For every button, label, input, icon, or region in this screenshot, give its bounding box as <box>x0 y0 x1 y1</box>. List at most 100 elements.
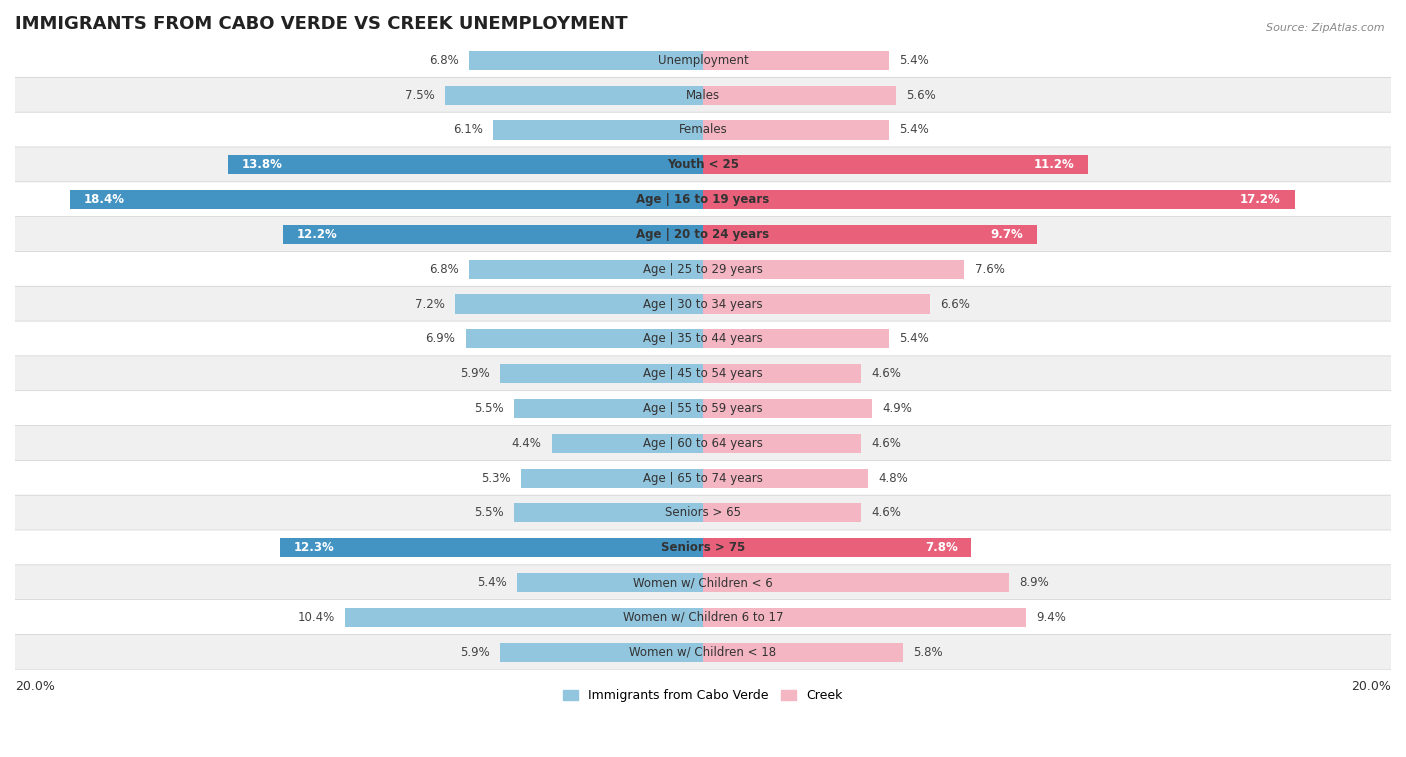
Bar <box>703 225 1036 244</box>
Bar <box>703 399 872 418</box>
FancyBboxPatch shape <box>14 495 1392 531</box>
Bar <box>456 294 703 313</box>
Text: Females: Females <box>679 123 727 136</box>
Bar <box>517 573 703 592</box>
FancyBboxPatch shape <box>14 460 1392 496</box>
Bar <box>703 190 1295 209</box>
Text: Seniors > 75: Seniors > 75 <box>661 541 745 554</box>
Bar <box>703 573 1010 592</box>
Bar <box>703 155 1088 174</box>
Text: Age | 30 to 34 years: Age | 30 to 34 years <box>643 298 763 310</box>
Text: 5.5%: 5.5% <box>474 506 503 519</box>
Text: Age | 25 to 29 years: Age | 25 to 29 years <box>643 263 763 276</box>
Bar <box>470 260 703 279</box>
Text: 5.4%: 5.4% <box>898 332 929 345</box>
Text: 7.2%: 7.2% <box>415 298 446 310</box>
Text: Age | 16 to 19 years: Age | 16 to 19 years <box>637 193 769 206</box>
Text: 6.1%: 6.1% <box>453 123 482 136</box>
FancyBboxPatch shape <box>14 147 1392 182</box>
Text: Seniors > 65: Seniors > 65 <box>665 506 741 519</box>
Text: 4.6%: 4.6% <box>872 367 901 380</box>
Text: Age | 20 to 24 years: Age | 20 to 24 years <box>637 228 769 241</box>
Text: 20.0%: 20.0% <box>1351 680 1391 693</box>
Text: 7.8%: 7.8% <box>925 541 957 554</box>
Text: 7.5%: 7.5% <box>405 89 434 101</box>
FancyBboxPatch shape <box>14 356 1392 391</box>
Text: 5.4%: 5.4% <box>898 123 929 136</box>
Bar <box>703 434 862 453</box>
FancyBboxPatch shape <box>14 77 1392 113</box>
Text: 6.9%: 6.9% <box>426 332 456 345</box>
Text: 9.4%: 9.4% <box>1036 611 1067 624</box>
Bar <box>703 538 972 557</box>
Bar <box>346 608 703 627</box>
Bar <box>551 434 703 453</box>
FancyBboxPatch shape <box>14 182 1392 217</box>
Text: Age | 55 to 59 years: Age | 55 to 59 years <box>643 402 763 415</box>
FancyBboxPatch shape <box>14 112 1392 148</box>
Text: 18.4%: 18.4% <box>84 193 125 206</box>
Text: 6.8%: 6.8% <box>429 54 458 67</box>
FancyBboxPatch shape <box>14 286 1392 322</box>
Bar <box>465 329 703 348</box>
Text: Age | 35 to 44 years: Age | 35 to 44 years <box>643 332 763 345</box>
Text: 5.3%: 5.3% <box>481 472 510 484</box>
FancyBboxPatch shape <box>14 530 1392 565</box>
Bar <box>703 260 965 279</box>
Text: 12.3%: 12.3% <box>294 541 335 554</box>
Bar <box>703 469 868 488</box>
Text: Males: Males <box>686 89 720 101</box>
Text: 7.6%: 7.6% <box>974 263 1005 276</box>
Text: 4.8%: 4.8% <box>879 472 908 484</box>
FancyBboxPatch shape <box>14 391 1392 426</box>
Text: 10.4%: 10.4% <box>298 611 335 624</box>
FancyBboxPatch shape <box>14 217 1392 252</box>
Text: Women w/ Children < 6: Women w/ Children < 6 <box>633 576 773 589</box>
Bar <box>280 538 703 557</box>
Bar <box>703 364 862 383</box>
Text: 12.2%: 12.2% <box>297 228 337 241</box>
FancyBboxPatch shape <box>14 425 1392 461</box>
Text: 5.5%: 5.5% <box>474 402 503 415</box>
Bar <box>703 51 889 70</box>
Bar <box>501 364 703 383</box>
Text: 13.8%: 13.8% <box>242 158 283 171</box>
FancyBboxPatch shape <box>14 634 1392 670</box>
Bar <box>703 503 862 522</box>
Legend: Immigrants from Cabo Verde, Creek: Immigrants from Cabo Verde, Creek <box>558 684 848 707</box>
Text: Women w/ Children 6 to 17: Women w/ Children 6 to 17 <box>623 611 783 624</box>
FancyBboxPatch shape <box>14 565 1392 600</box>
Text: 4.4%: 4.4% <box>512 437 541 450</box>
Text: 6.8%: 6.8% <box>429 263 458 276</box>
Text: 4.9%: 4.9% <box>882 402 911 415</box>
Text: 5.4%: 5.4% <box>477 576 508 589</box>
Text: 5.9%: 5.9% <box>460 646 489 659</box>
Text: Age | 45 to 54 years: Age | 45 to 54 years <box>643 367 763 380</box>
Bar <box>703 294 929 313</box>
FancyBboxPatch shape <box>14 600 1392 635</box>
Text: 20.0%: 20.0% <box>15 680 55 693</box>
Text: 5.8%: 5.8% <box>912 646 942 659</box>
Bar <box>703 120 889 139</box>
Text: 5.6%: 5.6% <box>905 89 936 101</box>
Text: 5.4%: 5.4% <box>898 54 929 67</box>
Text: 5.9%: 5.9% <box>460 367 489 380</box>
Bar <box>284 225 703 244</box>
Bar <box>703 608 1026 627</box>
FancyBboxPatch shape <box>14 42 1392 78</box>
Text: Women w/ Children < 18: Women w/ Children < 18 <box>630 646 776 659</box>
Text: IMMIGRANTS FROM CABO VERDE VS CREEK UNEMPLOYMENT: IMMIGRANTS FROM CABO VERDE VS CREEK UNEM… <box>15 15 627 33</box>
Bar <box>70 190 703 209</box>
Text: 9.7%: 9.7% <box>990 228 1024 241</box>
Bar <box>470 51 703 70</box>
Bar <box>446 86 703 104</box>
Bar <box>520 469 703 488</box>
Text: Source: ZipAtlas.com: Source: ZipAtlas.com <box>1267 23 1385 33</box>
Text: 8.9%: 8.9% <box>1019 576 1049 589</box>
Bar <box>703 329 889 348</box>
Bar <box>501 643 703 662</box>
Bar <box>513 399 703 418</box>
Bar <box>494 120 703 139</box>
Bar <box>513 503 703 522</box>
Text: Unemployment: Unemployment <box>658 54 748 67</box>
